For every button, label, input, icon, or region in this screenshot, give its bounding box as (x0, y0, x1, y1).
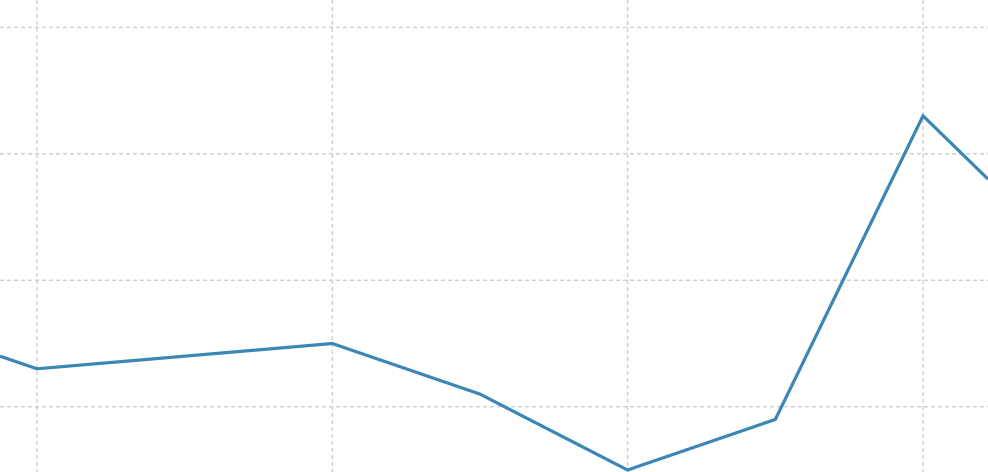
series-group (0, 113, 988, 472)
series-line-1 (0, 113, 988, 472)
